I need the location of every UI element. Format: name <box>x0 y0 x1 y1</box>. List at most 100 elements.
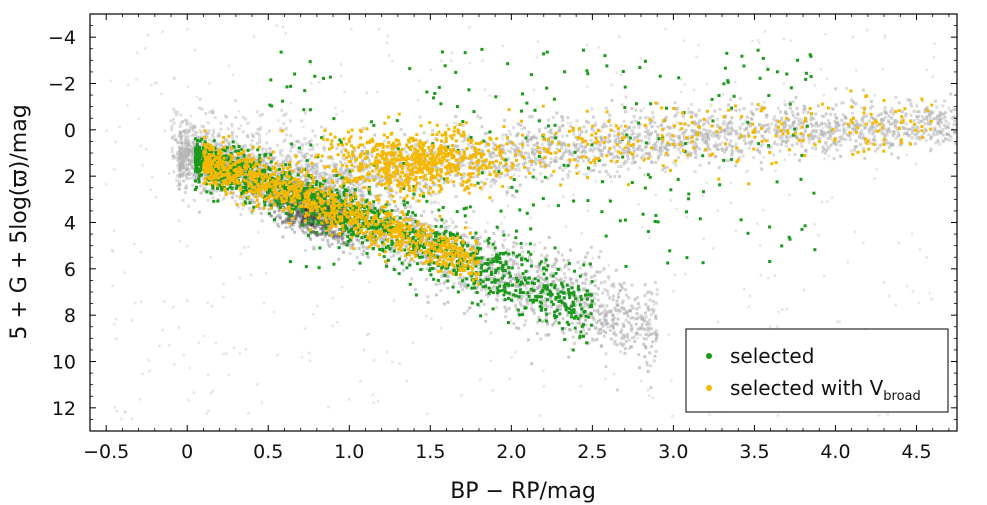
bg-point <box>452 266 456 270</box>
bg-point <box>552 281 556 285</box>
bg-point <box>903 127 907 131</box>
bg-point <box>497 271 501 275</box>
bg-point <box>833 129 837 133</box>
bg-point <box>177 187 181 191</box>
bg-point <box>517 153 521 157</box>
bg-point <box>930 110 934 114</box>
bg-point <box>521 311 525 315</box>
bg-point <box>454 145 457 149</box>
bg-point <box>234 116 238 119</box>
bg-point <box>214 140 218 144</box>
bg-point <box>642 337 646 341</box>
bg-point <box>443 226 447 229</box>
bg-point <box>820 121 823 125</box>
bg-point <box>863 156 867 160</box>
bg-point <box>377 166 381 170</box>
bg-point <box>240 187 244 191</box>
bg-point <box>422 255 426 258</box>
bg-point <box>327 181 331 185</box>
bg-point <box>338 189 342 193</box>
bg-point <box>311 172 315 176</box>
bg-point <box>347 226 351 230</box>
bg-point <box>541 157 545 161</box>
bg-point <box>715 147 718 151</box>
bg-point <box>682 134 686 138</box>
bg-point <box>491 141 495 145</box>
bg-point <box>299 193 303 196</box>
bg-point <box>943 99 947 103</box>
bg-point <box>787 138 791 142</box>
bg-point <box>314 153 318 157</box>
bg-point <box>583 318 587 322</box>
bg-point <box>422 176 426 180</box>
bg-point <box>638 166 642 170</box>
bg-point <box>183 130 187 134</box>
bg-point <box>430 237 434 241</box>
bg-point <box>891 122 895 126</box>
bg-point <box>749 140 753 144</box>
bg-point <box>246 135 250 139</box>
bg-point <box>790 110 794 113</box>
bg-point <box>188 128 192 132</box>
bg-point <box>553 261 557 265</box>
bg-point <box>458 154 462 158</box>
bg-point <box>198 137 202 141</box>
bg-point <box>764 123 768 127</box>
bg-point <box>403 133 407 136</box>
bg-point <box>795 107 799 110</box>
bg-point <box>343 171 347 175</box>
bg-point <box>535 270 539 273</box>
bg-point <box>891 133 895 137</box>
bg-point <box>334 176 338 180</box>
bg-point <box>766 123 770 127</box>
bg-point <box>930 112 934 115</box>
bg-point <box>574 145 577 149</box>
bg-point <box>702 136 706 140</box>
bg-point <box>587 159 591 163</box>
bg-point <box>858 132 862 136</box>
bg-point <box>306 179 310 183</box>
bg-point <box>507 185 511 189</box>
bg-point <box>800 144 804 148</box>
bg-point <box>707 121 711 125</box>
bg-point <box>325 180 329 184</box>
bg-point <box>517 162 521 166</box>
bg-point <box>683 130 687 134</box>
bg-point <box>512 259 516 263</box>
bg-point <box>341 179 345 183</box>
bg-point <box>602 122 606 126</box>
bg-point <box>585 303 589 307</box>
bg-point <box>543 246 547 250</box>
bg-point <box>424 254 428 258</box>
bg-point <box>617 156 621 160</box>
bg-point <box>603 308 607 312</box>
bg-point <box>726 126 730 129</box>
bg-point <box>802 108 806 112</box>
bg-point <box>178 161 182 165</box>
bg-point <box>207 131 211 135</box>
bg-point <box>309 238 313 241</box>
bg-point <box>790 143 794 147</box>
bg-point <box>318 203 322 207</box>
bg-point <box>510 167 514 171</box>
bg-point <box>633 317 637 321</box>
bg-point <box>713 144 717 148</box>
bg-point <box>953 130 957 134</box>
bg-point <box>517 273 521 277</box>
bg-point <box>425 262 429 266</box>
bg-point <box>340 150 344 154</box>
bg-point <box>304 152 307 156</box>
bg-point <box>750 102 754 106</box>
bg-point <box>651 300 655 303</box>
bg-point <box>358 189 362 193</box>
bg-point <box>616 303 620 307</box>
bg-point <box>514 261 518 265</box>
bg-point <box>591 316 595 320</box>
bg-point <box>444 269 448 273</box>
bg-point <box>832 157 836 161</box>
bg-point <box>216 134 220 138</box>
bg-point <box>527 130 531 134</box>
bg-point <box>931 111 935 115</box>
bg-point <box>479 164 482 168</box>
bg-point <box>653 142 657 145</box>
